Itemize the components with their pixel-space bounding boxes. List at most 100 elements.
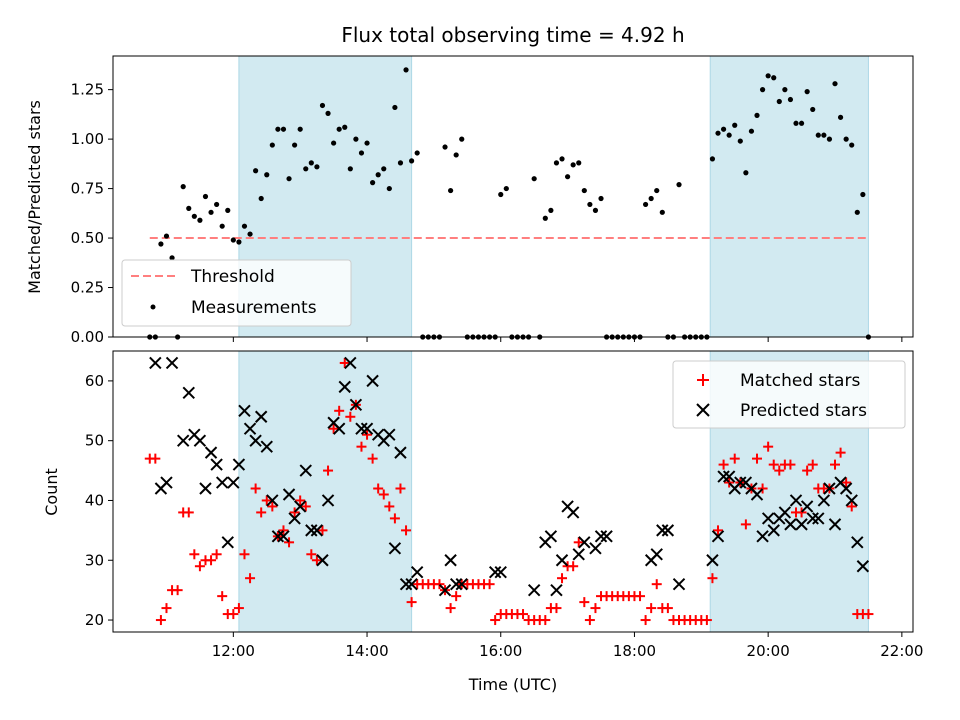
legend-predicted-label: Predicted stars [740,401,867,421]
measurement-point [186,205,192,211]
legend-predicted-swatch [696,403,710,417]
predicted-star-point [438,583,452,597]
predicted-star-point [544,530,558,543]
bottom-x-axis: 12:00 14:00 16:00 18:00 20:00 22:00 [212,632,923,660]
measurement-point [403,67,409,73]
predicted-star-point [578,536,591,549]
legend-matched-swatch [697,374,709,386]
matched-star-point [356,441,367,452]
measurement-point [821,132,827,138]
matched-star-point [796,507,807,518]
predicted-star-point [215,476,229,489]
predicted-star-point [238,404,251,417]
measurement-point [163,233,170,239]
bottom-y-tick-label: 50 [85,432,104,450]
measurement-point [314,164,320,170]
measurement-point [392,104,398,111]
matched-stars-layer [144,357,874,626]
measurement-point [759,87,766,93]
measurement-point [347,166,353,172]
measurement-point [592,207,599,213]
matched-star-point [300,501,311,512]
measurement-point [197,217,203,223]
measurement-point [319,102,326,109]
top-legend: Threshold Measurements [121,259,352,327]
top-legend-box [121,259,352,327]
matched-star-point [540,615,551,626]
top-y-tick-label: 0.75 [71,180,104,198]
measurement-point [654,187,660,194]
top-y-tick-label: 0.25 [71,279,104,297]
matched-star-point [785,459,796,470]
predicted-star-point [767,524,780,537]
predicted-star-point [839,482,853,495]
predicted-star-point [182,386,195,400]
predicted-star-point [405,577,418,591]
predicted-star-point [221,536,234,549]
bottom-y-tick-label: 60 [85,372,104,390]
matched-star-point [401,525,412,536]
matched-star-point [863,609,874,620]
measurement-point [815,132,821,138]
matched-star-point [250,483,261,494]
predicted-star-point [394,446,407,459]
measurement-point [241,223,248,229]
matched-star-point [651,579,662,590]
predicted-star-point [227,476,240,489]
predicted-star-point [149,356,162,370]
measurement-point [397,160,404,166]
matched-star-point [451,591,462,602]
predicted-star-point [193,434,207,447]
measurement-point [386,185,392,192]
predicted-star-point [823,482,836,495]
matched-star-point [267,501,278,512]
predicted-star-point [316,554,329,567]
bottom-x-tick-label: 18:00 [613,642,656,660]
matched-star-point [573,537,584,548]
predicted-star-point [366,374,379,388]
measurement-point [325,110,331,116]
matched-star-point [406,597,417,608]
matched-star-point [835,447,846,458]
measurement-point [358,150,365,156]
matched-star-point [841,477,852,488]
measurement-point [336,126,342,132]
measurement-point [837,114,844,120]
measurement-point [587,201,593,208]
matched-star-point [662,603,673,614]
measurement-point [191,213,197,219]
measurement-point [353,136,359,142]
matched-star-point [518,609,529,620]
matched-star-point [490,615,501,626]
measurement-point [642,201,649,208]
matched-star-point [334,405,345,416]
top-y-tick-label: 0.00 [71,328,104,346]
measurement-point [219,223,225,229]
predicted-star-point [856,560,870,573]
bottom-legend: Matched stars Predicted stars [672,360,906,429]
predicted-star-point [845,494,858,507]
bottom-legend-box [672,360,906,429]
matched-star-point [317,525,328,536]
measurement-point [280,126,287,132]
matched-star-point [757,483,768,494]
predicted-star-point [550,583,563,597]
predicted-star-point [310,524,324,537]
measurement-point [370,180,376,186]
matched-star-point [161,603,172,614]
measurement-point [798,120,805,126]
matched-star-point [768,459,779,470]
measurement-point [264,172,270,178]
measurement-point [793,120,799,126]
bottom-x-tick-label: 16:00 [479,642,522,660]
matched-star-point [189,549,200,560]
predicted-star-point [706,554,719,567]
measurement-point [553,160,560,166]
predicted-star-point [293,500,307,513]
measurement-point [459,136,465,142]
predicted-star-point [444,554,457,567]
measurement-point [448,187,454,194]
predicted-star-point [750,488,764,501]
measurement-point [715,130,721,136]
